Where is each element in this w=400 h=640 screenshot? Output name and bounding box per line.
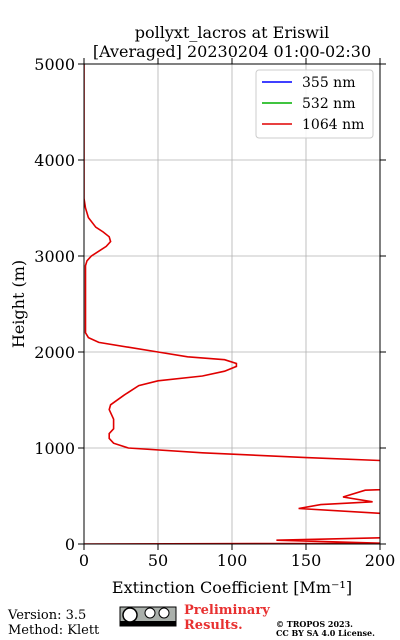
legend-label: 355 nm	[302, 75, 355, 91]
preliminary: Preliminary	[184, 603, 270, 618]
x-tick-label: 0	[79, 551, 89, 570]
y-tick-label: 5000	[34, 55, 75, 74]
x-tick-label: 100	[217, 551, 248, 570]
results: Results.	[184, 618, 243, 633]
chart-subtitle: [Averaged] 20230204 01:00-02:30	[93, 42, 371, 61]
x-axis-label: Extinction Coefficient [Mm⁻¹]	[112, 578, 352, 597]
cc-logo	[119, 606, 177, 627]
version: Version: 3.5	[7, 608, 86, 623]
copyright: © TROPOS 2023.	[276, 619, 353, 629]
y-tick-label: 2000	[34, 343, 75, 362]
legend-label: 1064 nm	[302, 117, 364, 133]
y-tick-label: 1000	[34, 439, 75, 458]
x-tick-label: 200	[365, 551, 396, 570]
chart-title: pollyxt_lacros at Eriswil	[135, 23, 329, 42]
y-tick-label: 3000	[34, 247, 75, 266]
y-tick-label: 4000	[34, 151, 75, 170]
x-tick-label: 150	[291, 551, 322, 570]
legend-label: 532 nm	[302, 96, 355, 112]
license: CC BY SA 4.0 License.	[276, 628, 375, 638]
method: Method: Klett	[8, 623, 100, 638]
profile-line	[84, 64, 380, 544]
legend: 355 nm 532 nm 1064 nm	[255, 69, 374, 139]
y-tick-label: 0	[65, 535, 75, 554]
legend-box	[255, 69, 374, 139]
y-axis-label: Height (m)	[9, 260, 28, 348]
x-tick-label: 50	[148, 551, 168, 570]
plot-area	[84, 64, 380, 544]
